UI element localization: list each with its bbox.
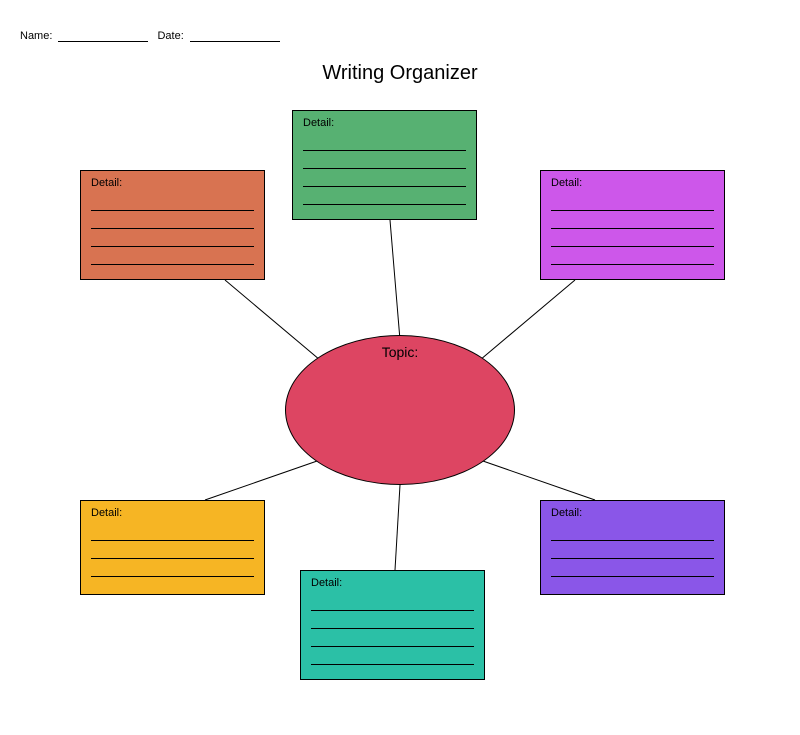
detail-label: Detail: — [551, 177, 714, 189]
ruled-line — [551, 211, 714, 229]
detail-label: Detail: — [91, 177, 254, 189]
ruled-line — [303, 187, 466, 205]
ruled-line — [311, 611, 474, 629]
ruled-line — [303, 151, 466, 169]
ruled-line — [91, 541, 254, 559]
topic-ellipse: Topic: — [285, 335, 515, 485]
detail-label: Detail: — [91, 507, 254, 519]
ruled-line — [91, 523, 254, 541]
ruled-line — [91, 229, 254, 247]
ruled-line — [551, 541, 714, 559]
detail-box-bottom: Detail: — [300, 570, 485, 680]
detail-box-top-right: Detail: — [540, 170, 725, 280]
ruled-line — [551, 247, 714, 265]
ruled-line — [91, 193, 254, 211]
topic-label: Topic: — [286, 336, 514, 360]
detail-box-bottom-right: Detail: — [540, 500, 725, 595]
detail-box-bottom-left: Detail: — [80, 500, 265, 595]
detail-label: Detail: — [311, 577, 474, 589]
ruled-line — [303, 169, 466, 187]
detail-label: Detail: — [551, 507, 714, 519]
ruled-line — [91, 559, 254, 577]
ruled-line — [303, 133, 466, 151]
ruled-line — [551, 559, 714, 577]
ruled-line — [311, 629, 474, 647]
ruled-line — [91, 247, 254, 265]
ruled-line — [311, 647, 474, 665]
ruled-line — [311, 593, 474, 611]
detail-label: Detail: — [303, 117, 466, 129]
detail-box-top-left: Detail: — [80, 170, 265, 280]
ruled-line — [551, 523, 714, 541]
ruled-line — [551, 193, 714, 211]
detail-box-top: Detail: — [292, 110, 477, 220]
ruled-line — [551, 229, 714, 247]
ruled-line — [91, 211, 254, 229]
